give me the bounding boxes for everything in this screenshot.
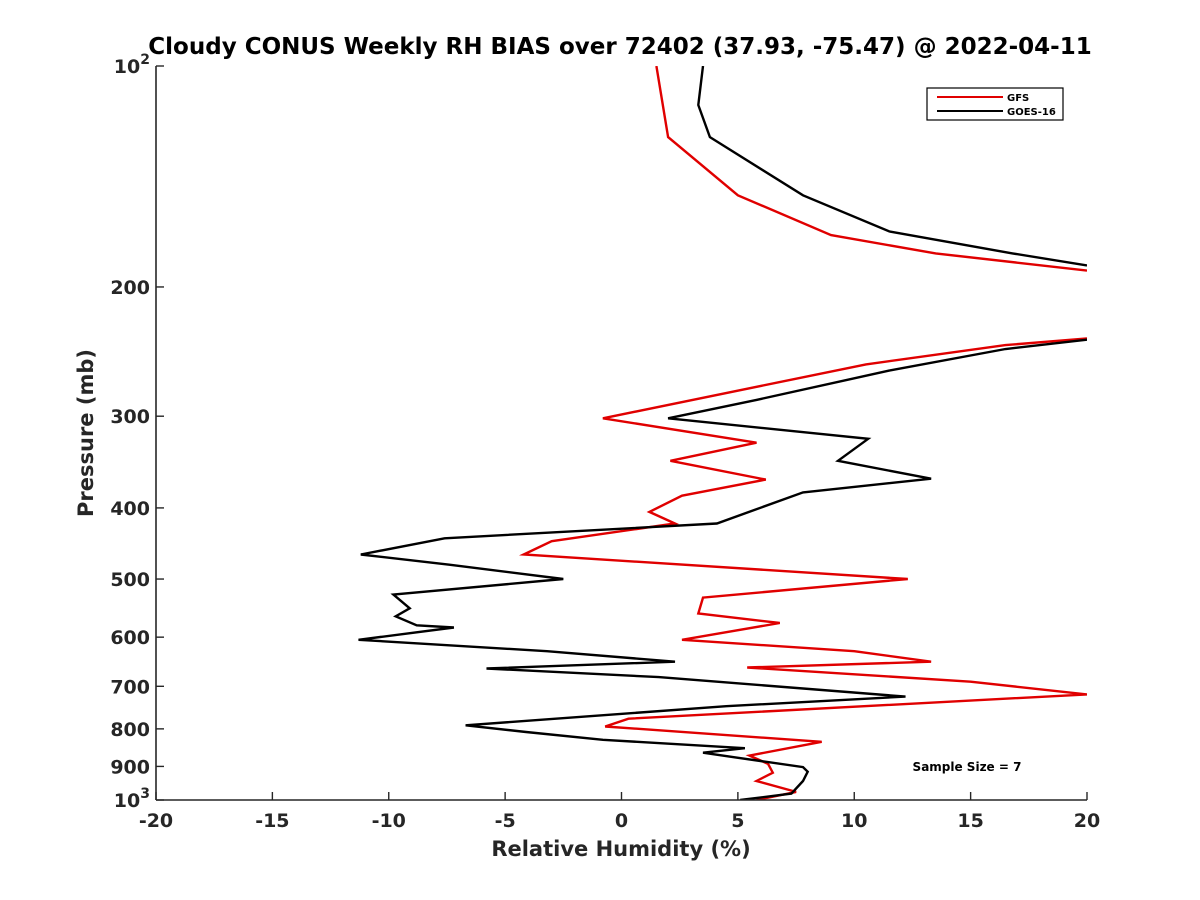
x-tick-label: -5 <box>495 810 516 832</box>
x-tick-label: -15 <box>255 810 289 832</box>
y-tick-label: 800 <box>110 719 150 741</box>
y-tick-label: 300 <box>110 406 150 428</box>
y-tick-label: 700 <box>110 676 150 698</box>
x-tick-label: -20 <box>139 810 173 832</box>
y-tick-label: 600 <box>110 627 150 649</box>
y-ticks: 102 200 300 400 500 600 700 800 900 103 <box>110 52 164 812</box>
x-tick-label: 5 <box>731 810 744 832</box>
y-tick-label: 200 <box>110 277 150 299</box>
series-layer <box>358 66 1087 800</box>
legend-label-gfs: GFS <box>1007 93 1029 104</box>
series-line-gfs <box>519 66 1087 800</box>
legend-box <box>926 87 1064 121</box>
y-tick-label: 103 <box>114 786 150 812</box>
plot-background <box>156 66 1087 800</box>
x-tick-label: 0 <box>615 810 628 832</box>
series-line-goes16 <box>358 66 1087 800</box>
x-axis-title: Relative Humidity (%) <box>491 837 750 861</box>
x-tick-label: -10 <box>372 810 406 832</box>
y-tick-label: 102 <box>114 52 150 78</box>
y-tick-label: 900 <box>110 756 150 778</box>
y-tick-label: 500 <box>110 569 150 591</box>
y-axis-title: Pressure (mb) <box>74 349 98 517</box>
x-tick-label: 20 <box>1074 810 1100 832</box>
legend-label-goes16: GOES-16 <box>1007 107 1056 118</box>
plot-area: -20 -15 -10 -5 0 5 10 15 20 102 200 300 400 500 600 70… <box>110 52 1100 832</box>
sample-size-annotation: Sample Size = 7 <box>913 760 1022 774</box>
x-ticks: -20 -15 -10 -5 0 5 10 15 20 <box>139 792 1100 832</box>
x-tick-label: 10 <box>841 810 867 832</box>
x-tick-label: 15 <box>957 810 983 832</box>
chart-title: Cloudy CONUS Weekly RH BIAS over 72402 (… <box>148 34 1091 60</box>
legend: GFS GOES-16 <box>926 87 1064 121</box>
y-tick-label: 400 <box>110 498 150 520</box>
